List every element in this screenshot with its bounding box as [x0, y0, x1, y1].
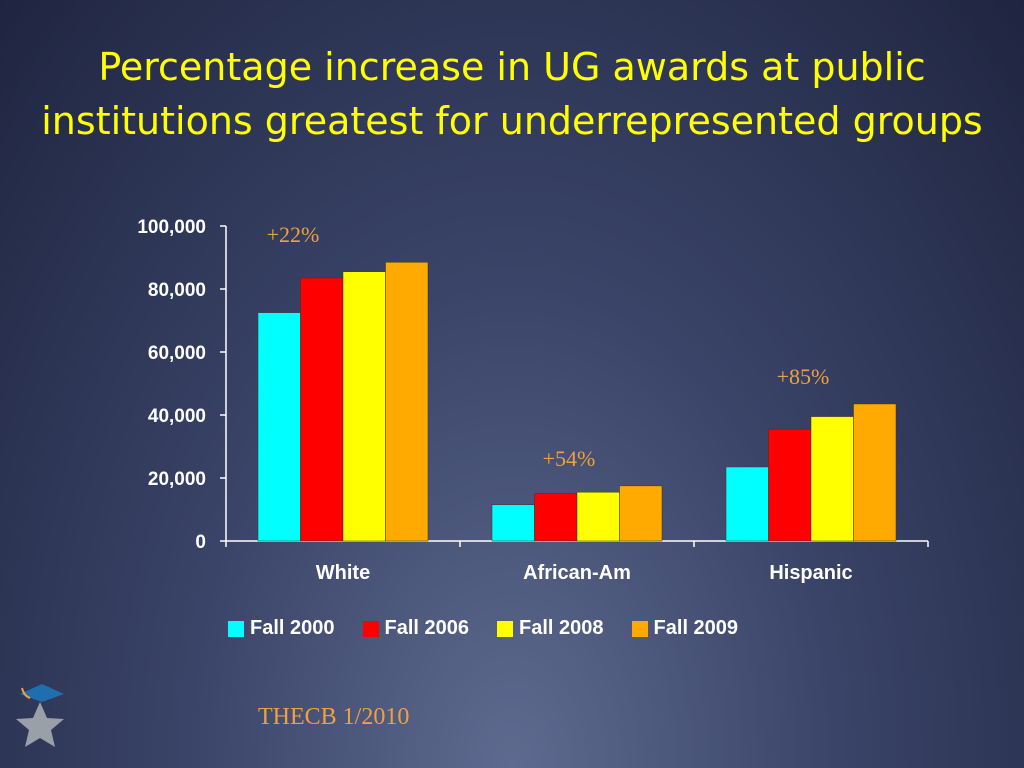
x-tick-label: Hispanic	[769, 562, 852, 584]
bar-white-fall-2009	[385, 261, 429, 542]
slide-title: Percentage increase in UG awards at publ…	[41, 45, 983, 143]
percent-increase-label: +22%	[267, 222, 320, 247]
chart-legend: Fall 2000 Fall 2006 Fall 2008 Fall 2009	[228, 617, 738, 640]
bar-african-am-fall-2000	[491, 504, 535, 542]
legend-swatch	[497, 620, 514, 637]
legend-label: Fall 2009	[653, 617, 739, 639]
legend-item-fall-2000: Fall 2000	[228, 617, 335, 640]
bar-hispanic-fall-2009	[853, 403, 897, 542]
y-tick-label: 0	[195, 532, 206, 553]
x-tick-label: African-Am	[523, 562, 631, 584]
legend-swatch	[362, 620, 379, 637]
bar-white-fall-2006	[300, 277, 344, 542]
legend-label: Fall 2006	[384, 617, 470, 639]
legend-item-fall-2006: Fall 2006	[362, 617, 470, 640]
legend-label: Fall 2008	[519, 617, 604, 639]
bar-white-fall-2008	[342, 271, 386, 542]
bar-white-fall-2000	[257, 312, 301, 542]
legend-swatch	[228, 620, 244, 637]
legend-item-fall-2009: Fall 2009	[631, 617, 739, 640]
source-citation: THECB 1/2010	[258, 704, 410, 730]
y-tick-label: 100,000	[137, 217, 206, 238]
star-graduation-cap-icon	[16, 684, 64, 747]
bar-hispanic-fall-2006	[768, 428, 812, 542]
x-tick-label: White	[316, 562, 370, 584]
y-tick-label: 80,000	[148, 280, 206, 301]
legend-label: Fall 2000	[250, 617, 335, 639]
bar-african-am-fall-2006	[534, 493, 578, 542]
y-tick-label: 40,000	[148, 406, 206, 427]
y-tick-label: 60,000	[148, 343, 206, 364]
legend-swatch	[631, 620, 648, 637]
percent-increase-label: +54%	[543, 446, 596, 471]
legend-item-fall-2008: Fall 2008	[497, 617, 604, 640]
bar-hispanic-fall-2008	[810, 416, 854, 542]
percent-increase-label: +85%	[777, 364, 830, 389]
bar-african-am-fall-2008	[576, 491, 620, 542]
bar-african-am-fall-2009	[619, 485, 663, 542]
y-tick-label: 20,000	[148, 469, 206, 490]
bar-hispanic-fall-2000	[725, 466, 769, 542]
